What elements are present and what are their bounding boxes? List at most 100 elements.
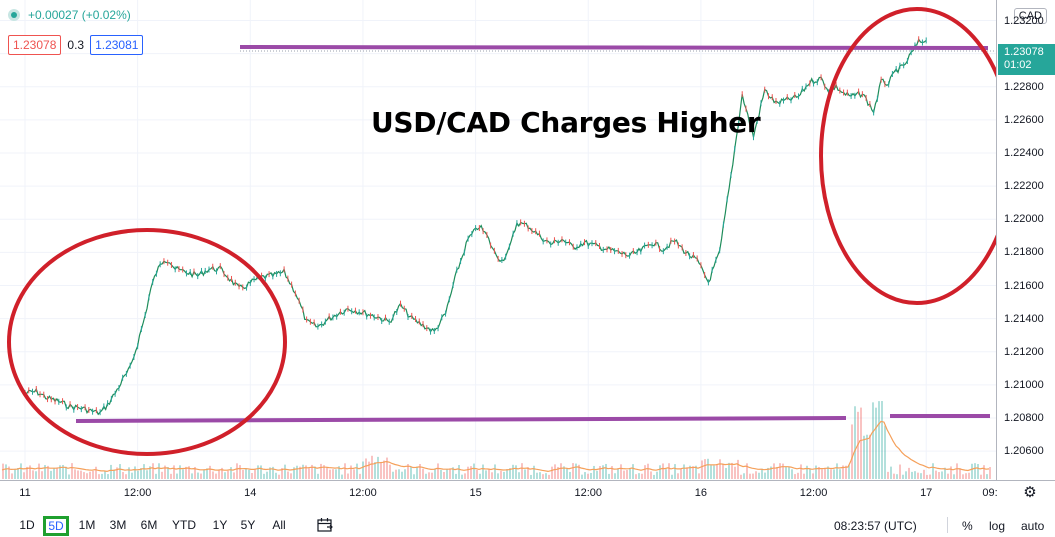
volume-bar — [929, 474, 931, 479]
range-button-5d[interactable]: 5D — [43, 516, 69, 536]
volume-bar — [704, 459, 706, 479]
volume-bar — [554, 464, 556, 479]
volume-bar — [596, 470, 598, 479]
volume-bar — [965, 473, 967, 479]
volume-bar — [836, 463, 838, 479]
price-tick-label: 1.22000 — [1004, 213, 1044, 226]
volume-bar — [722, 464, 724, 479]
volume-bar — [323, 465, 325, 479]
volume-bar — [92, 470, 94, 479]
volume-bar — [650, 471, 652, 479]
volume-bar — [251, 472, 253, 479]
volume-bar — [830, 469, 832, 479]
volume-bar — [713, 465, 715, 479]
range-button-1y[interactable]: 1Y — [212, 518, 228, 532]
volume-bar — [515, 465, 517, 479]
price-chart[interactable] — [0, 0, 996, 480]
volume-bar — [584, 472, 586, 479]
volume-bar — [656, 471, 658, 479]
settings-gear-icon[interactable]: ⚙ — [1023, 484, 1037, 501]
volume-bar — [299, 466, 301, 479]
volume-bar — [56, 468, 58, 479]
volume-bar — [764, 472, 766, 479]
volume-bar — [503, 471, 505, 479]
volume-bar — [542, 474, 544, 479]
currency-button[interactable]: CAD — [1013, 8, 1047, 24]
volume-bar — [158, 463, 160, 479]
volume-bar — [143, 464, 145, 479]
volume-bar — [317, 473, 319, 479]
volume-bar — [161, 471, 163, 479]
volume-bar — [590, 472, 592, 479]
volume-bar — [38, 463, 40, 479]
volume-bar — [902, 474, 904, 479]
percent-toggle[interactable]: % — [962, 519, 973, 533]
range-button-1d[interactable]: 1D — [19, 518, 35, 532]
volume-bar — [845, 465, 847, 479]
volume-bar — [287, 471, 289, 479]
log-toggle[interactable]: log — [989, 519, 1006, 533]
range-button-6m[interactable]: 6M — [140, 518, 158, 532]
auto-toggle[interactable]: auto — [1021, 519, 1045, 533]
volume-bar — [899, 464, 901, 479]
volume-bar — [248, 469, 250, 479]
time-tick-label: 12:00 — [349, 487, 377, 499]
volume-bar — [671, 474, 673, 479]
range-button-ytd[interactable]: YTD — [172, 518, 196, 532]
volume-bar — [944, 467, 946, 479]
volume-bar — [572, 463, 574, 479]
volume-bar — [218, 470, 220, 479]
ask-button[interactable]: 1.23081 — [90, 35, 144, 55]
goto-date-icon[interactable] — [316, 517, 334, 533]
volume-bar — [443, 472, 445, 479]
volume-bar — [755, 471, 757, 479]
range-button-1m[interactable]: 1M — [78, 518, 96, 532]
price-tick-label: 1.22600 — [1004, 113, 1044, 126]
volume-bar — [560, 463, 562, 479]
volume-bar — [17, 468, 19, 479]
price-tick-label: 1.21600 — [1004, 279, 1044, 292]
time-tick-label: 14 — [244, 487, 257, 499]
last-price-value: 1.23078 — [1004, 46, 1044, 58]
volume-bar — [296, 465, 298, 479]
time-axis[interactable]: 11 12:00 14 12:00 15 12:00 16 12:00 17 09: ⚙ — [0, 480, 1055, 504]
price-axis[interactable]: CAD 1.232001.230001.228001.226001.224001… — [996, 0, 1055, 480]
price-tick-label: 1.22400 — [1004, 147, 1044, 160]
volume-bar — [509, 468, 511, 479]
volume-bar — [824, 468, 826, 479]
volume-bar — [461, 474, 463, 479]
volume-bar — [326, 467, 328, 479]
volume-bar — [734, 466, 736, 479]
volume-bar — [11, 473, 13, 479]
volume-bar — [134, 466, 136, 479]
bid-button[interactable]: 1.23078 — [8, 35, 62, 55]
range-button-3m[interactable]: 3M — [109, 518, 127, 532]
volume-bar — [203, 469, 205, 479]
price-tick-label: 1.21000 — [1004, 378, 1044, 391]
range-button-all[interactable]: All — [272, 518, 286, 532]
range-button-5y[interactable]: 5Y — [240, 518, 256, 532]
volume-bar — [344, 463, 346, 479]
volume-bar — [806, 465, 808, 479]
volume-bar — [641, 473, 643, 479]
volume-bar — [719, 459, 721, 479]
volume-bar — [920, 473, 922, 479]
volume-bar — [128, 467, 130, 479]
volume-bar — [989, 467, 991, 479]
volume-bar — [281, 468, 283, 479]
highlight-circle-left — [7, 228, 287, 456]
volume-bar — [125, 474, 127, 479]
volume-bar — [938, 472, 940, 479]
volume-bar — [878, 401, 880, 479]
volume-bar — [869, 434, 871, 479]
volume-bar — [524, 469, 526, 479]
chart-area[interactable]: +0.00027 (+0.02%) 1.23078 0.3 1.23081 US… — [0, 0, 996, 480]
volume-bar — [257, 465, 259, 479]
volume-bar — [356, 463, 358, 479]
utc-clock[interactable]: 08:23:57 (UTC) — [834, 519, 917, 533]
volume-bar — [425, 473, 427, 479]
volume-bar — [401, 471, 403, 479]
volume-bar — [209, 465, 211, 479]
volume-bar — [146, 470, 148, 479]
volume-bar — [239, 465, 241, 479]
